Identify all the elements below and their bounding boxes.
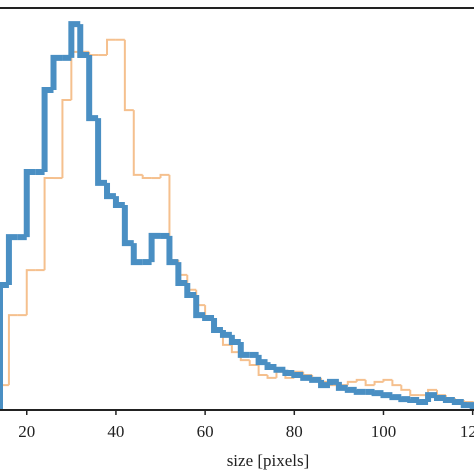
histogram-bin	[264, 362, 277, 370]
histogram-bin	[291, 372, 304, 379]
histogram-bin	[0, 384, 9, 410]
histogram-bin	[0, 281, 9, 410]
histogram-bin	[228, 334, 241, 346]
histogram-bin	[460, 401, 474, 410]
x-axis-label: size [pixels]	[227, 451, 310, 470]
histogram-bin	[141, 174, 152, 180]
x-tick-label: 120	[460, 422, 474, 441]
x-tick-label: 80	[286, 422, 303, 441]
histogram-bin	[88, 51, 99, 57]
histogram-bin	[346, 380, 357, 386]
histogram-bin	[371, 390, 384, 397]
histogram-bin	[23, 169, 36, 238]
histogram-bin	[433, 394, 446, 401]
histogram-bin	[257, 364, 268, 377]
histogram-bin	[382, 378, 393, 382]
histogram-bin	[391, 379, 402, 387]
histogram-bin	[451, 398, 464, 405]
histogram-bin	[435, 389, 446, 397]
x-tick-label: 60	[197, 422, 214, 441]
histogram-bin	[106, 38, 116, 56]
histogram-bin	[364, 379, 375, 387]
histogram-bin	[175, 262, 188, 286]
histogram-bin	[373, 380, 384, 386]
histogram-bin	[282, 369, 295, 377]
histogram-bin	[202, 314, 215, 321]
histogram-bin	[266, 375, 277, 379]
histogram-bin	[407, 396, 420, 403]
histogram-bin	[409, 389, 420, 397]
histogram-bin	[25, 269, 36, 316]
histogram-bin	[166, 235, 179, 266]
histogram-bin	[398, 396, 411, 403]
histogram-bin	[255, 354, 268, 366]
histogram-bin	[77, 24, 90, 59]
histogram-bin	[353, 388, 366, 395]
histogram-bin	[41, 87, 54, 173]
histogram-bin	[148, 232, 161, 263]
histogram-bin	[112, 196, 125, 208]
histogram-bin	[95, 118, 108, 186]
histogram-bin	[132, 110, 143, 176]
histogram-bin	[123, 39, 134, 112]
histogram-bin	[309, 376, 322, 383]
histogram-bin	[86, 55, 99, 122]
histogram-bin	[273, 366, 286, 373]
histogram-bin	[442, 396, 455, 403]
histogram-bin	[130, 243, 143, 266]
histogram-bin	[159, 173, 170, 179]
x-tick-label: 40	[107, 422, 124, 441]
histogram-bin	[380, 392, 393, 399]
histogram-bin	[104, 182, 116, 200]
x-tick-label: 100	[371, 422, 397, 441]
histogram-bin	[43, 177, 54, 271]
histogram-bin	[237, 342, 250, 358]
histogram-bin	[70, 50, 81, 101]
histogram-bin	[50, 54, 63, 91]
histogram-bin	[61, 99, 72, 179]
histogram-bin	[121, 204, 134, 247]
histogram-bin	[5, 234, 18, 285]
histogram-bin	[300, 374, 313, 381]
histogram-bin	[400, 385, 411, 391]
histogram-bin	[389, 394, 402, 401]
histogram-bin	[355, 378, 366, 382]
histogram-bin	[7, 314, 18, 386]
histogram-bin	[219, 330, 232, 338]
x-tick-label: 20	[18, 422, 35, 441]
histogram-bin	[302, 371, 313, 377]
histogram-bin	[211, 317, 223, 334]
histogram-bin	[344, 386, 357, 393]
